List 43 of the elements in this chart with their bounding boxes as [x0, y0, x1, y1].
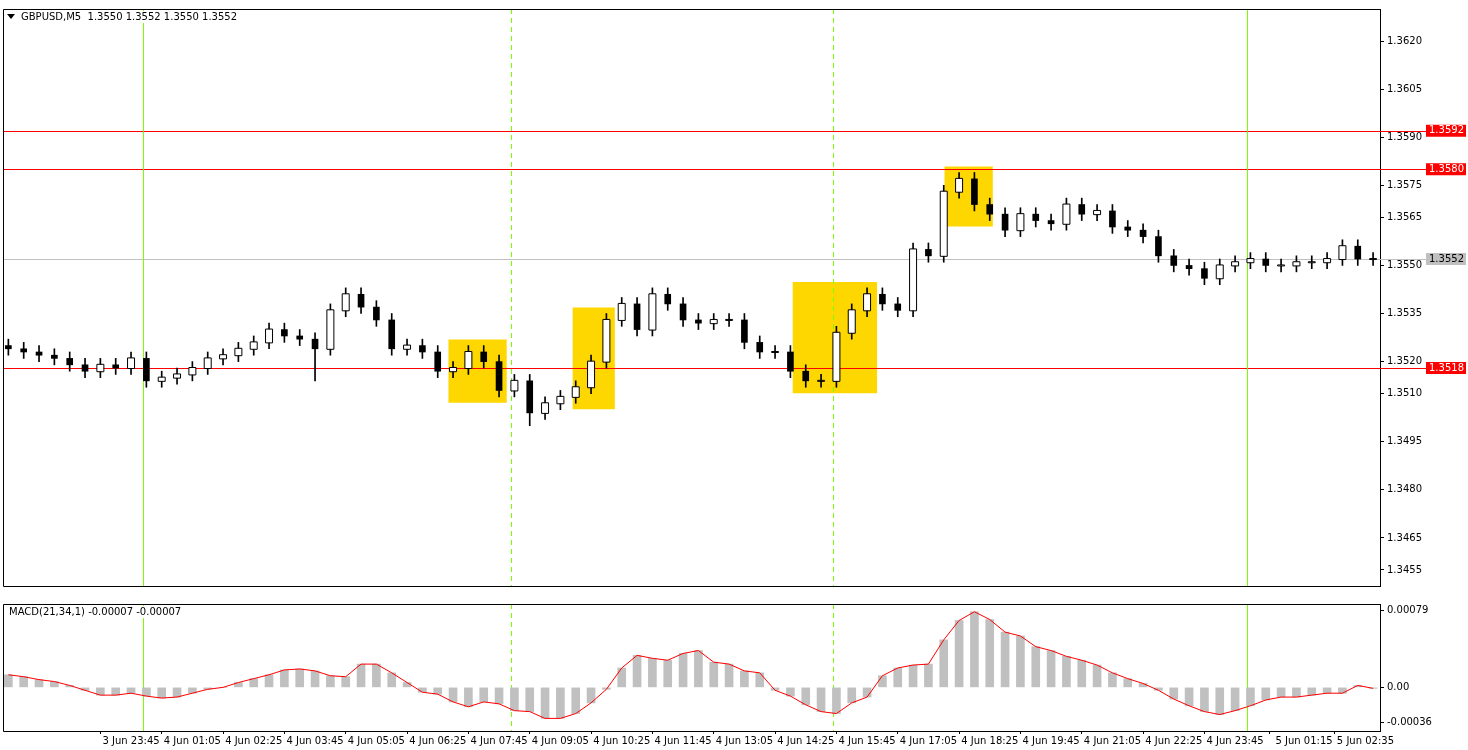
y-tick-label: -0.00036	[1387, 715, 1432, 727]
x-tick-label: 4 Jun 21:05	[1083, 734, 1142, 746]
y-tick-label: 1.3480	[1387, 483, 1422, 495]
x-tick-label: 4 Jun 01:05	[163, 734, 221, 746]
y-tick-label: 1.3605	[1387, 82, 1422, 94]
x-tick-label: 5 Jun 01:15	[1275, 734, 1333, 746]
chart-title: GBPUSD,M5 1.3550 1.3552 1.3550 1.3552	[19, 11, 240, 23]
x-tick-label: 4 Jun 05:05	[347, 734, 405, 746]
y-tick-label: 1.3550	[1387, 259, 1422, 271]
x-tick-label: 4 Jun 11:45	[654, 734, 712, 746]
x-tick-label: 3 Jun 23:45	[102, 734, 160, 746]
x-tick-label: 4 Jun 02:25	[225, 734, 283, 746]
y-tick-label: 0.00079	[1387, 604, 1429, 616]
x-tick-label: 4 Jun 23:45	[1206, 734, 1264, 746]
y-tick-label: 1.3455	[1387, 563, 1422, 575]
x-tick-label: 4 Jun 17:05	[899, 734, 957, 746]
x-tick-label: 5 Jun 02:35	[1336, 734, 1395, 746]
x-tick-label: 4 Jun 18:25	[961, 734, 1019, 746]
x-tick-label: 4 Jun 03:45	[286, 734, 344, 746]
x-tick-label: 4 Jun 13:05	[715, 734, 773, 746]
y-tick-label: 1.3620	[1387, 34, 1422, 46]
ref-line-label: 1.3592	[1429, 124, 1464, 136]
ref-line-label: 1.3552	[1429, 252, 1464, 264]
y-tick-label: 0.00	[1387, 680, 1410, 692]
chart-title: MACD(21,34,1) -0.00007 -0.00007	[7, 606, 184, 618]
ref-line-label: 1.3518	[1429, 361, 1464, 373]
x-tick-label: 4 Jun 09:05	[531, 734, 589, 746]
y-tick-label: 1.3575	[1387, 178, 1422, 190]
y-tick-label: 1.3510	[1387, 387, 1422, 399]
y-tick-label: 1.3535	[1387, 307, 1422, 319]
x-tick-label: 4 Jun 07:45	[470, 734, 528, 746]
x-tick-label: 4 Jun 14:25	[777, 734, 835, 746]
x-tick-label: 4 Jun 15:45	[838, 734, 896, 746]
x-tick-label: 4 Jun 22:25	[1145, 734, 1203, 746]
y-tick-label: 1.3590	[1387, 130, 1422, 142]
y-tick-label: 1.3495	[1387, 435, 1422, 447]
x-tick-label: 4 Jun 10:25	[593, 734, 651, 746]
y-tick-label: 1.3465	[1387, 531, 1422, 543]
x-tick-label: 4 Jun 19:45	[1022, 734, 1080, 746]
y-tick-label: 1.3565	[1387, 210, 1422, 222]
y-tick-label: 1.3520	[1387, 355, 1422, 367]
ref-line-label: 1.3580	[1429, 162, 1464, 174]
x-tick-label: 4 Jun 06:25	[409, 734, 467, 746]
